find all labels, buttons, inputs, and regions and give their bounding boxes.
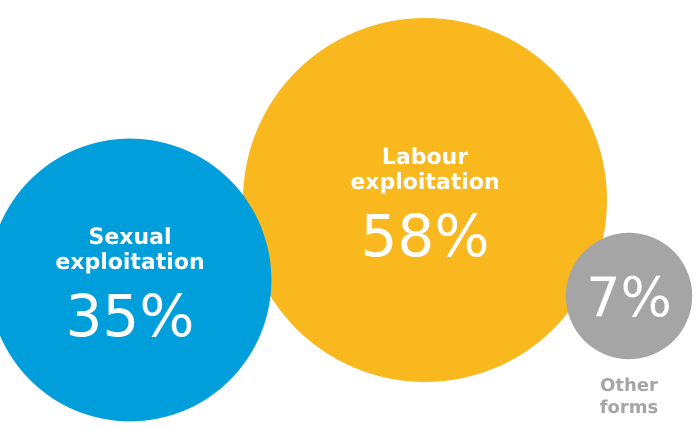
bubble-value-labour-exploitation: 58% [361, 202, 490, 270]
bubble-label-labour-exploitation-line-2: exploitation [350, 170, 499, 195]
bubble-label-labour-exploitation-line-1: Labour [382, 145, 468, 170]
bubble-label-sexual-exploitation-line-2: exploitation [55, 250, 204, 275]
bubble-sexual-exploitation [0, 138, 272, 422]
bubble-label-other-forms-line-2: forms [600, 397, 659, 418]
bubble-labour-exploitation [243, 18, 607, 382]
bubble-label-sexual-exploitation-line-1: Sexual [88, 225, 171, 250]
bubble-value-sexual-exploitation: 35% [66, 282, 195, 350]
bubble-value-other-forms: 7% [586, 266, 672, 329]
bubble-other-forms [565, 232, 693, 360]
bubble-label-other-forms-line-1: Other [600, 375, 658, 396]
